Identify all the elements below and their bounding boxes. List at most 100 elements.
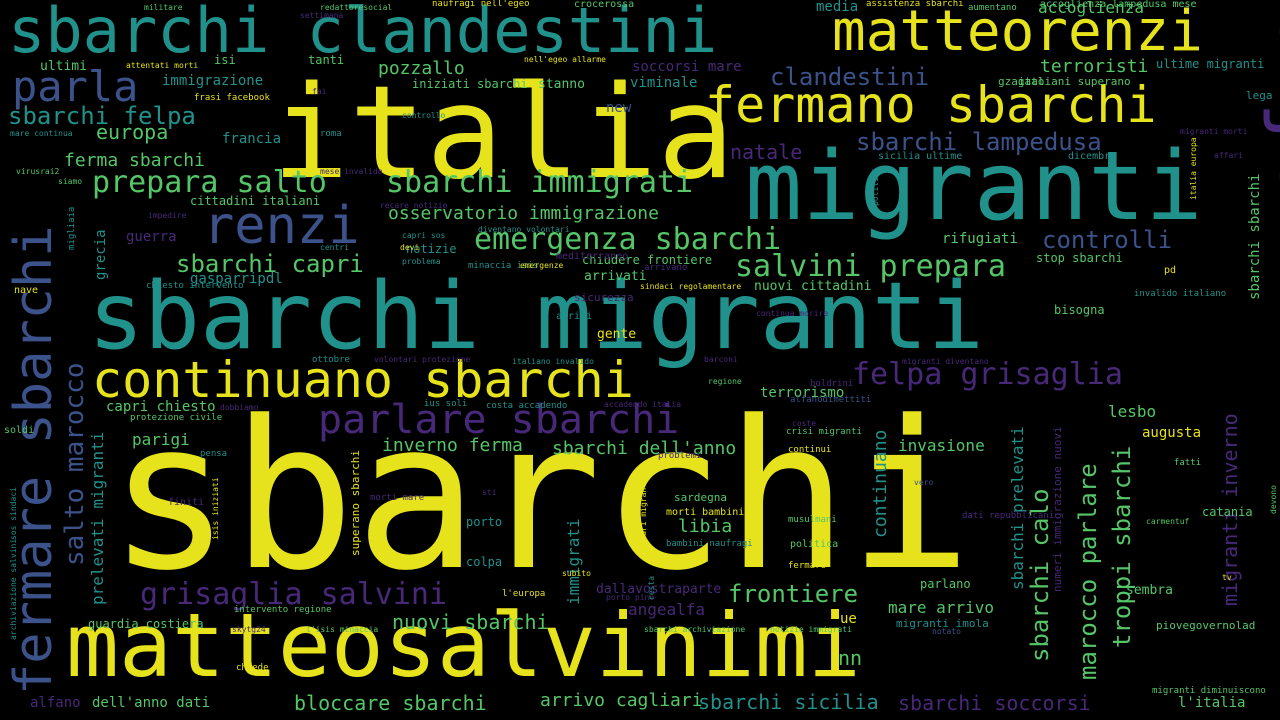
word-65: grecia	[93, 229, 109, 280]
word-34: sbarchi soccorsi	[898, 691, 1091, 715]
word-85: sardegna	[674, 491, 727, 504]
word-103: assistenza sbarchi	[866, 0, 964, 9]
word-88: tanti	[308, 53, 345, 67]
word-23: clandestini	[770, 63, 929, 91]
word-2: italia	[272, 59, 735, 208]
word-36: sbarchi dell'anno	[552, 438, 737, 459]
word-5: sbarchi clandestini	[8, 0, 718, 67]
word-108: attentati morti	[126, 61, 199, 70]
word-80: sembra	[1126, 583, 1173, 598]
word-7: fermano sbarchi	[705, 76, 1157, 134]
word-6: matteorenzi	[832, 0, 1203, 64]
word-37: inverno ferma	[382, 435, 523, 456]
word-109: nell'egeo allarme	[524, 55, 606, 64]
word-97: lega	[1246, 89, 1273, 102]
word-121: arrivi	[556, 311, 593, 322]
word-156: l'isis minaccia	[306, 625, 379, 634]
word-8: continuano sbarchi	[92, 351, 634, 409]
word-163: tv	[1222, 573, 1232, 582]
word-105: militare	[144, 3, 183, 12]
word-145: morti bambini	[666, 507, 745, 518]
word-180: chiesto intervento	[146, 281, 244, 291]
word-100: aumentano	[968, 3, 1017, 13]
word-149: fermare	[788, 561, 826, 571]
word-45: accoglienza	[1038, 0, 1144, 17]
word-132: alfanodimettiti	[790, 395, 872, 405]
word-116: sicilia ultime	[878, 151, 963, 162]
word-113: mare continua	[10, 129, 73, 138]
word-135: protezione civile	[130, 413, 223, 423]
word-182: continua morire	[756, 309, 829, 318]
word-86: ultimi	[40, 59, 87, 74]
word-93: porto	[466, 515, 503, 529]
word-154: intervento regione	[234, 605, 332, 615]
word-47: rifugiati	[942, 231, 1018, 247]
word-0: sbarchi	[108, 378, 972, 616]
word-41: natale	[730, 140, 803, 164]
word-175: problema	[402, 257, 441, 266]
word-151: l'europa	[502, 589, 546, 599]
word-25: sbarchi felpa	[8, 102, 196, 130]
word-141: pensa	[200, 449, 228, 459]
word-164: fatti	[1174, 458, 1202, 468]
word-128: migranti diventano	[902, 357, 989, 366]
word-31: sbarchi sicilia	[698, 690, 879, 714]
word-188: isis iniziati	[211, 477, 220, 540]
word-177: emergenze	[520, 261, 564, 270]
word-136: dobbiamo	[220, 403, 259, 412]
word-55: parigi	[132, 430, 190, 449]
word-13: parlare sbarchi	[318, 397, 680, 443]
word-147: musulmani	[788, 515, 837, 525]
word-169: impedire	[148, 211, 187, 220]
word-162: migranti diminuiscono	[1152, 686, 1266, 696]
word-92: guardia costiera	[88, 617, 204, 631]
word-11: renzi	[203, 196, 360, 256]
word-17: prepara salto	[92, 165, 327, 200]
word-39: osservatorio immigrazione	[388, 203, 659, 224]
word-84: parlano	[920, 577, 971, 591]
word-78: nn	[838, 646, 863, 670]
word-74: gente	[597, 327, 637, 342]
word-143: morti mare	[370, 493, 425, 503]
word-146: bambini naufragi	[666, 539, 753, 549]
word-176: minaccia isis	[468, 261, 539, 271]
word-178: arrivano	[644, 263, 688, 273]
word-140: soldi	[4, 425, 35, 436]
word-96: ultime migranti	[1156, 57, 1265, 71]
word-111: controllo	[402, 111, 446, 120]
word-153: porto pino	[606, 593, 655, 602]
word-60: angealfa	[628, 600, 706, 619]
word-59: immigrati	[564, 518, 583, 605]
word-12: parla	[12, 62, 139, 111]
word-195: devono	[1269, 485, 1278, 514]
word-187: sos sindaci	[9, 487, 18, 540]
word-44: terroristi	[1040, 56, 1149, 77]
word-189: cagliari migranti	[639, 478, 648, 560]
word-165: dati repubblicani	[962, 511, 1055, 521]
word-89: new	[606, 100, 632, 116]
word-122: mediterraneo	[556, 251, 629, 262]
word-91: iniziati sbarchi	[412, 77, 528, 91]
word-142: finiti	[168, 497, 205, 508]
word-101: crocerossa	[574, 0, 635, 10]
word-82: piovegovernolad	[1156, 619, 1256, 632]
word-24: controlli	[1042, 226, 1173, 254]
word-107: settimana	[300, 11, 344, 20]
word-79: ue	[840, 611, 857, 627]
word-118: migranti morti	[1180, 127, 1248, 136]
word-144: sti	[482, 488, 497, 497]
word-66: immigrazione	[162, 73, 264, 89]
word-123: invalido italiano	[1134, 289, 1227, 299]
word-170: fai	[312, 87, 327, 96]
word-191: numeri immigrazione nuovi	[1051, 426, 1064, 592]
word-73: arrivati	[584, 269, 647, 284]
word-192: italia europa	[1189, 137, 1198, 200]
word-57: sbarchi prelevati	[1008, 426, 1027, 590]
word-186: archiviazione salvini	[9, 538, 18, 640]
word-193: politici	[871, 167, 880, 206]
word-50: lesbo	[1108, 402, 1157, 421]
word-134: continui	[788, 445, 832, 455]
word-190: superano sbarchi	[349, 450, 362, 556]
word-120: sicurezza	[574, 291, 634, 304]
